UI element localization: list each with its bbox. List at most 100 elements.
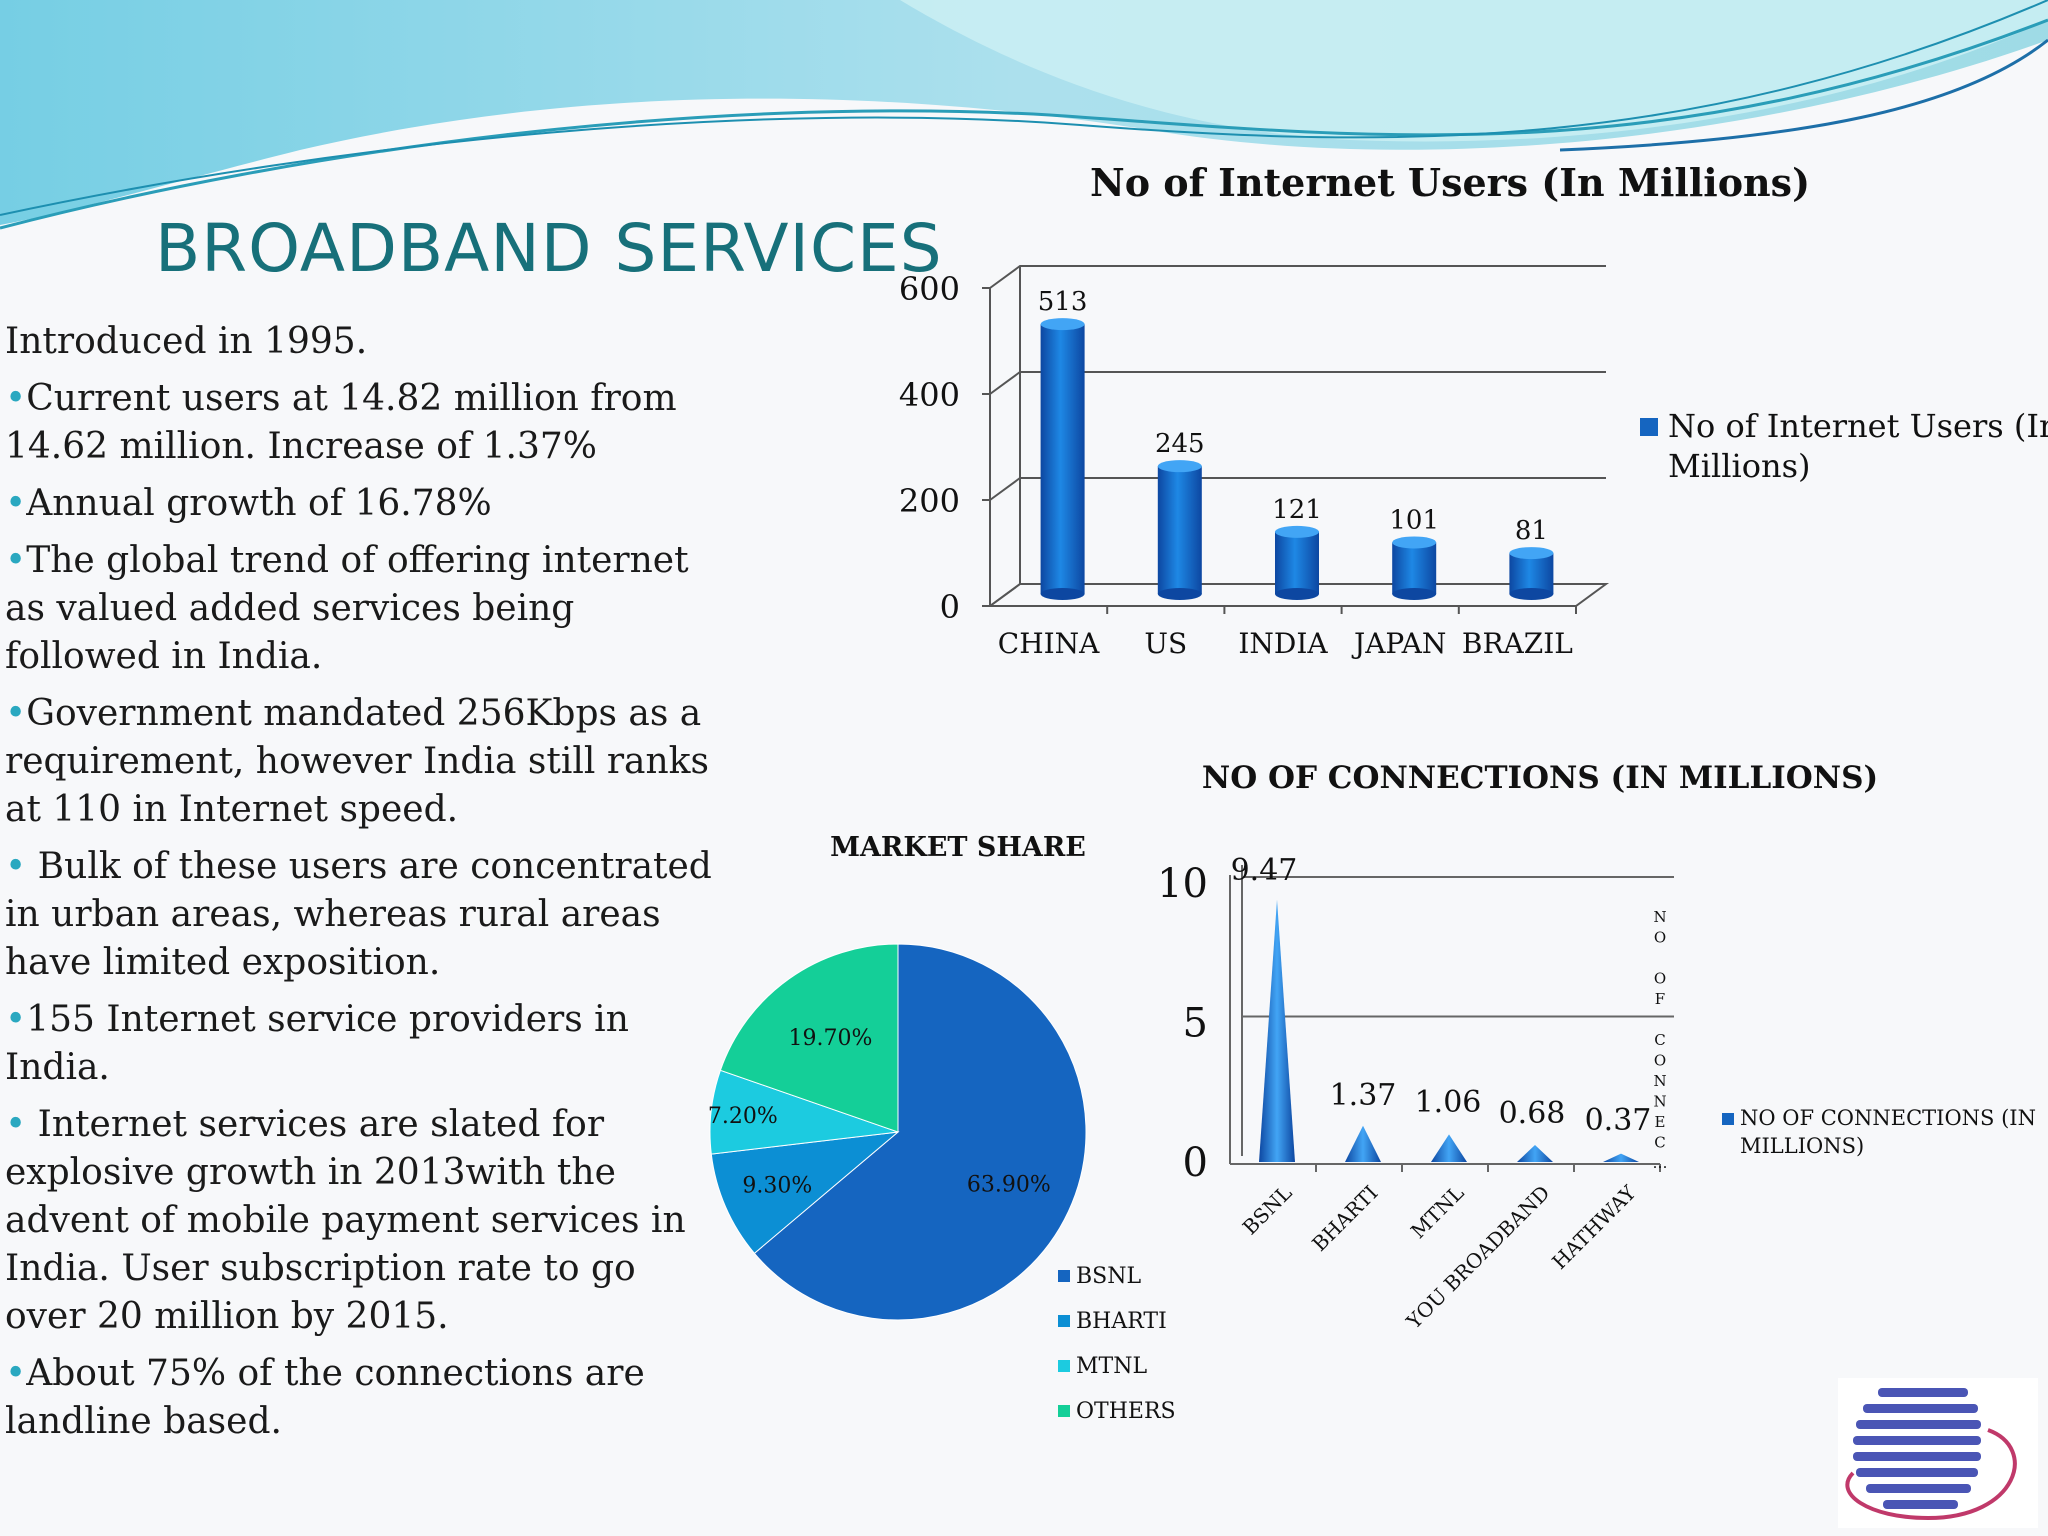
bullet-text: The global trend of offering internet as… — [5, 540, 689, 677]
cone-bharti — [1345, 1125, 1381, 1162]
pie-legend-label: BSNL — [1076, 1264, 1141, 1289]
conn-legend-label: NO OF CONNECTIONS (IN MILLIONS) — [1740, 1106, 2036, 1158]
conn-data-label: 9.47 — [1231, 853, 1298, 888]
bullet-text: 155 Internet service providers in India. — [5, 999, 629, 1088]
pie-legend-swatch — [1058, 1270, 1070, 1282]
cone-hathway — [1603, 1153, 1639, 1162]
bar-data-label: 81 — [1515, 516, 1548, 546]
pie-slice-bharti — [710, 1131, 900, 1255]
bar-category-label: US — [1144, 627, 1187, 660]
bar-top — [1040, 318, 1085, 331]
pie-chart-title: MARKET SHARE — [830, 832, 1086, 863]
bar-us — [1157, 460, 1202, 600]
bar-chart-title: No of Internet Users (In Millions) — [1090, 160, 1810, 205]
bullet-item: •The global trend of offering internet a… — [5, 537, 725, 681]
bar-base — [1509, 588, 1554, 600]
conn-data-label: 0.68 — [1499, 1096, 1566, 1131]
bar-top — [1509, 547, 1554, 560]
market-share-pie-chart: MARKET SHARE 63.90% 9.30% 7.20% 19.70% BSNL BH… — [708, 832, 1176, 1424]
bar-base — [1392, 588, 1437, 600]
pie-legend-swatch — [1058, 1315, 1070, 1327]
bullet-text: Government mandated 256Kbps as a require… — [5, 693, 709, 830]
bar-india — [1275, 525, 1319, 600]
bar-category-label: BRAZIL — [1462, 627, 1573, 660]
bullet-item: • Internet services are slated for explo… — [5, 1101, 725, 1341]
bullet-list: Introduced in 1995. •Current users at 14.… — [5, 318, 725, 1455]
pie-legend-swatch — [1058, 1360, 1070, 1372]
bar-base — [1040, 588, 1085, 600]
bullet-item: •Annual growth of 16.78% — [5, 480, 725, 528]
bullet-dot: • — [5, 540, 27, 581]
conn-y-tick-label: 0 — [1183, 1140, 1208, 1186]
pie-slice-others — [719, 943, 899, 1133]
connections-chart: NO OF CONNECTIONS (IN MILLIONS) 0 5 10 9.47 B… — [1157, 760, 2036, 1335]
conn-data-label: 1.06 — [1415, 1085, 1482, 1120]
bullet-text: Current users at 14.82 million from 14.6… — [5, 378, 677, 467]
bar-floor — [986, 583, 1610, 607]
bar-body — [1392, 542, 1437, 594]
conn-data-label: 0.37 — [1585, 1103, 1652, 1138]
bar-body — [1040, 324, 1085, 594]
bullet-dot: • — [5, 999, 27, 1040]
bar-y-tick-label: 600 — [899, 270, 960, 308]
cone-bsnl — [1259, 899, 1295, 1162]
bar-top — [1275, 525, 1319, 538]
cone-mtnl — [1431, 1134, 1467, 1162]
conn-y-tick-label: 5 — [1183, 1001, 1208, 1047]
conn-category-label: YOU BROADBAND — [1401, 1181, 1555, 1335]
bar-body — [1157, 466, 1202, 594]
bar-japan — [1392, 536, 1437, 600]
bar-body — [1275, 531, 1319, 594]
header-wave-decoration — [0, 0, 2048, 230]
bar-base — [1157, 588, 1202, 600]
bar-top — [1392, 536, 1437, 549]
conn-data-label: 1.37 — [1330, 1078, 1397, 1113]
bar-brazil — [1509, 547, 1554, 600]
pie-data-label: 19.70% — [788, 1026, 872, 1051]
cone-you-broadband — [1517, 1145, 1553, 1162]
internet-users-bar-chart: No of Internet Users (In Millions) 0 200 40… — [899, 160, 2048, 660]
bullet-dot: • — [5, 483, 27, 524]
bullet-dot: • — [5, 846, 27, 887]
bar-base — [1275, 588, 1319, 600]
bar-data-label: 101 — [1389, 505, 1439, 535]
bullet-item: •About 75% of the connections are landli… — [5, 1350, 725, 1446]
bullet-item: •Government mandated 256Kbps as a requir… — [5, 690, 725, 834]
bar-top — [1157, 460, 1202, 473]
bar-back-wall — [989, 266, 1021, 607]
bar-y-tick-label: 200 — [899, 482, 960, 520]
conn-category-label: BHARTI — [1307, 1181, 1382, 1256]
bullet-item: Introduced in 1995. — [5, 318, 725, 366]
pie-legend-swatch — [1058, 1405, 1070, 1417]
bar-y-tick-label: 400 — [899, 376, 960, 414]
pie-data-label: 63.90% — [967, 1172, 1051, 1197]
conn-y-tick-label: 10 — [1157, 861, 1208, 907]
bar-body — [1509, 553, 1554, 594]
bullet-item: • Bulk of these users are concentrated i… — [5, 843, 725, 987]
bullet-item: •Current users at 14.82 million from 14.… — [5, 375, 725, 471]
globe-stripes-logo-icon — [1838, 1378, 2038, 1528]
pie-legend-label: OTHERS — [1076, 1399, 1176, 1424]
bullet-item: •155 Internet service providers in India… — [5, 996, 725, 1092]
pie-data-label: 9.30% — [742, 1173, 812, 1198]
pie-legend-label: BHARTI — [1076, 1309, 1167, 1334]
bullet-text: Bulk of these users are concentrated in … — [5, 846, 712, 983]
bullet-dot: • — [5, 1104, 27, 1145]
bar-category-label: INDIA — [1238, 627, 1328, 660]
connections-chart-title: NO OF CONNECTIONS (IN MILLIONS) — [1202, 760, 1878, 796]
conn-category-label: BSNL — [1238, 1181, 1297, 1240]
bar-gridline — [989, 265, 1606, 289]
bar-data-label: 121 — [1272, 495, 1322, 525]
bullet-text: Introduced in 1995. — [5, 321, 368, 362]
conn-category-label: HATHWAY — [1547, 1180, 1641, 1274]
bar-data-label: 513 — [1038, 287, 1088, 317]
bullet-text: About 75% of the connections are landlin… — [5, 1353, 645, 1442]
bar-category-label: JAPAN — [1351, 627, 1446, 660]
bar-category-label: CHINA — [998, 627, 1100, 660]
conn-category-label: MTNL — [1406, 1181, 1469, 1244]
pie-legend-label: MTNL — [1076, 1354, 1147, 1379]
bar-legend-label: No of Internet Users (In Millions) — [1668, 407, 2048, 485]
bullet-text: Annual growth of 16.78% — [26, 483, 492, 524]
bar-legend-swatch — [1640, 418, 1658, 436]
